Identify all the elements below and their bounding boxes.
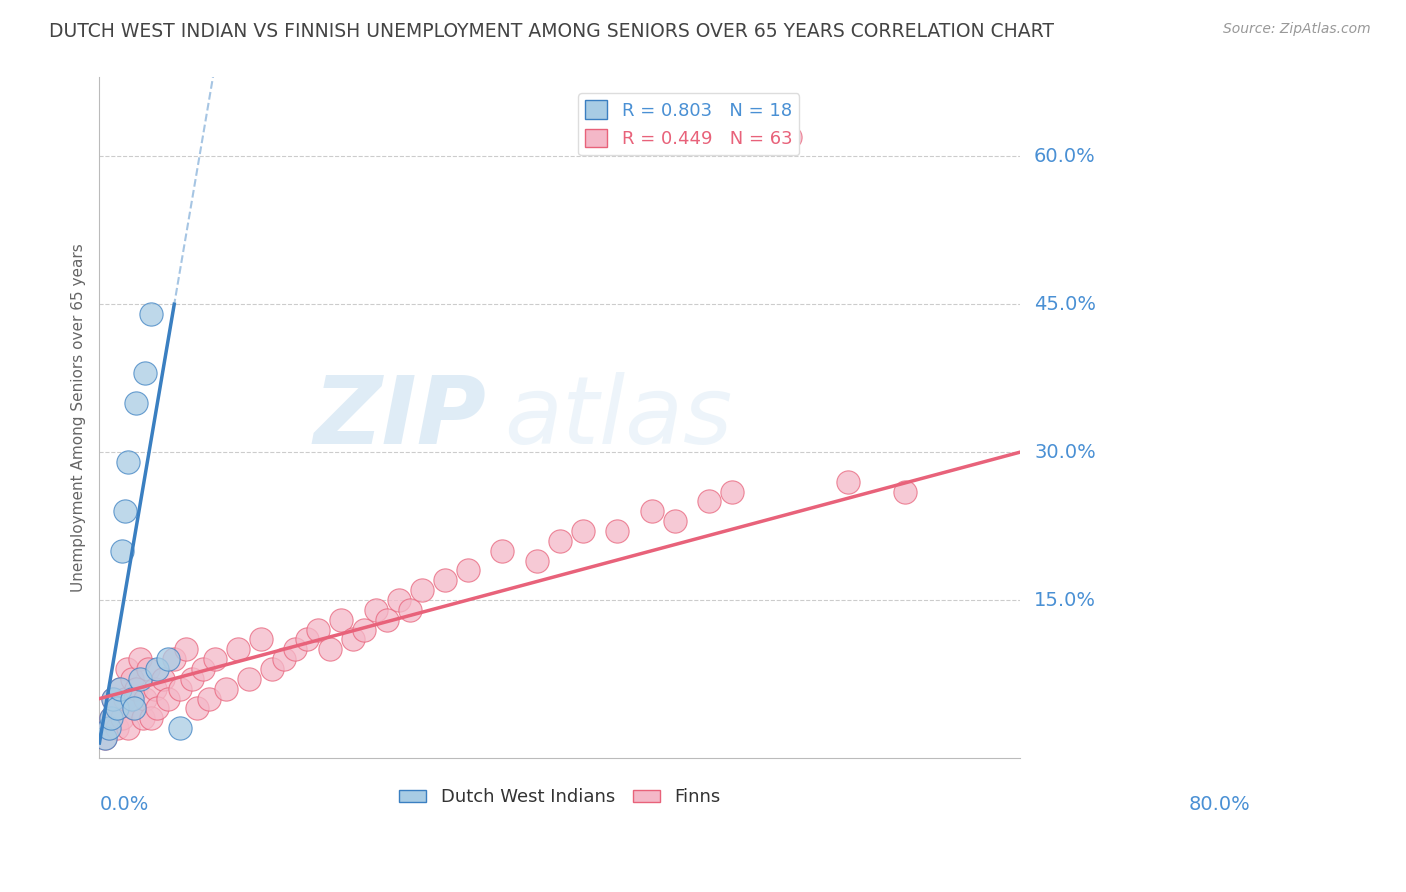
Point (163, 652, 186, 666)
Point (157, 691, 180, 706)
Point (180, 672, 202, 686)
Point (100, 711, 122, 725)
Point (121, 691, 143, 706)
Point (134, 691, 156, 706)
Text: 60.0%: 60.0% (1033, 147, 1095, 166)
Point (174, 642, 197, 657)
Y-axis label: Unemployment Among Seniors over 65 years: Unemployment Among Seniors over 65 years (72, 244, 86, 592)
Point (491, 543, 513, 558)
Point (111, 711, 134, 725)
Point (262, 662, 284, 676)
Point (143, 681, 166, 696)
Point (186, 701, 208, 715)
Point (105, 701, 128, 715)
Point (128, 672, 150, 686)
Point (284, 642, 307, 657)
Point (399, 603, 422, 617)
Point (141, 711, 163, 725)
Point (204, 652, 226, 666)
Point (94, 731, 117, 745)
Point (125, 396, 148, 410)
Point (115, 662, 138, 676)
Point (134, 366, 156, 380)
Point (97, 721, 120, 735)
Point (572, 524, 595, 538)
Text: Source: ZipAtlas.com: Source: ZipAtlas.com (1223, 22, 1371, 37)
Point (111, 543, 134, 558)
Point (94, 731, 117, 745)
Point (411, 583, 433, 598)
Point (108, 681, 131, 696)
Point (330, 613, 353, 627)
Point (295, 632, 318, 647)
Point (117, 721, 139, 735)
Point (307, 623, 329, 637)
Point (548, 533, 571, 548)
Legend: Dutch West Indians, Finns: Dutch West Indians, Finns (392, 780, 728, 814)
Text: DUTCH WEST INDIAN VS FINNISH UNEMPLOYMENT AMONG SENIORS OVER 65 YEARS CORRELATIO: DUTCH WEST INDIAN VS FINNISH UNEMPLOYMEN… (49, 22, 1054, 41)
Text: 80.0%: 80.0% (1188, 795, 1250, 814)
Point (364, 603, 387, 617)
Point (122, 701, 145, 715)
Point (122, 701, 145, 715)
Point (146, 701, 169, 715)
Point (169, 681, 191, 696)
Point (342, 632, 364, 647)
Point (353, 623, 375, 637)
Point (318, 642, 340, 657)
Text: 45.0%: 45.0% (1033, 294, 1097, 314)
Text: 0.0%: 0.0% (100, 795, 149, 814)
Point (197, 691, 219, 706)
Point (103, 691, 125, 706)
Point (141, 307, 163, 321)
Point (100, 711, 122, 725)
Point (107, 701, 129, 715)
Point (894, 484, 917, 499)
Point (105, 721, 128, 735)
Point (388, 593, 411, 607)
Point (779, 129, 801, 144)
Text: 15.0%: 15.0% (1033, 591, 1097, 609)
Point (125, 681, 148, 696)
Point (375, 613, 398, 627)
Point (97, 721, 120, 735)
Point (136, 662, 159, 676)
Point (114, 691, 136, 706)
Point (215, 681, 238, 696)
Point (117, 455, 139, 469)
Point (103, 691, 125, 706)
Point (721, 484, 744, 499)
Point (132, 711, 155, 725)
Point (108, 681, 131, 696)
Point (457, 564, 479, 578)
Point (152, 672, 174, 686)
Point (121, 672, 143, 686)
Point (837, 475, 859, 489)
Point (146, 662, 169, 676)
Text: atlas: atlas (505, 372, 733, 463)
Point (128, 652, 150, 666)
Text: 30.0%: 30.0% (1033, 442, 1095, 462)
Point (273, 652, 295, 666)
Point (114, 504, 136, 518)
Point (169, 721, 191, 735)
Text: ZIP: ZIP (314, 372, 486, 464)
Point (249, 632, 271, 647)
Point (226, 642, 249, 657)
Point (664, 514, 686, 528)
Point (191, 662, 214, 676)
Point (606, 524, 628, 538)
Point (157, 652, 180, 666)
Point (238, 672, 260, 686)
Point (699, 494, 721, 508)
Point (526, 553, 548, 567)
Point (433, 574, 456, 588)
Point (641, 504, 664, 518)
